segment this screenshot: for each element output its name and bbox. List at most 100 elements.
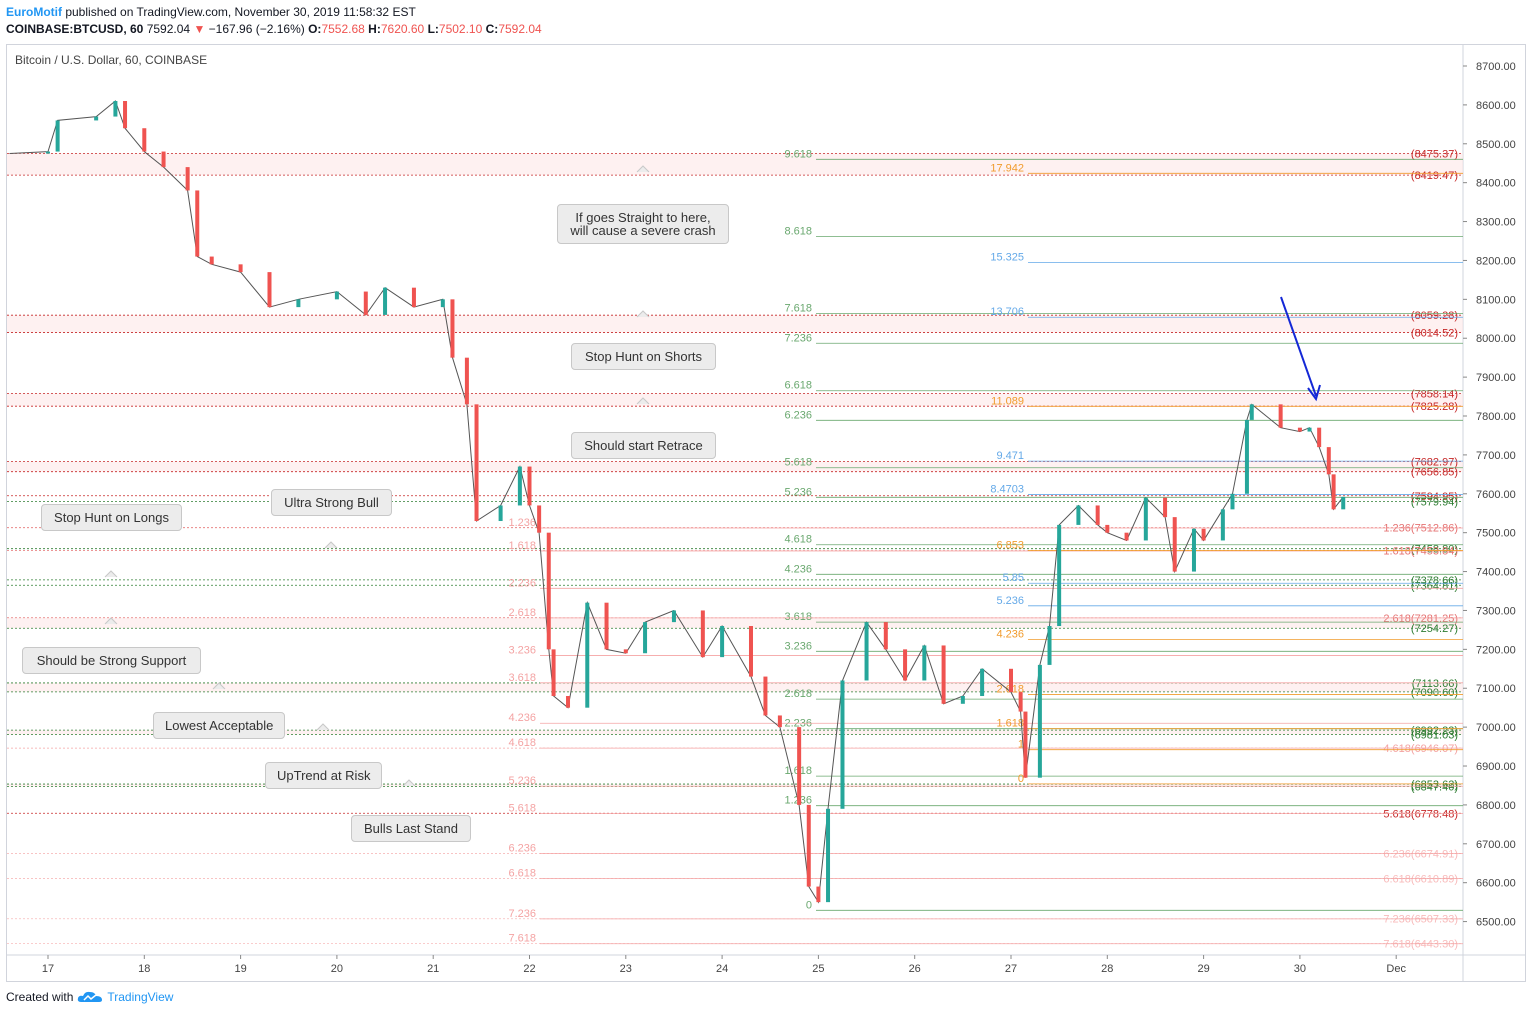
- level-label: 4.618(6946.07): [1383, 743, 1458, 755]
- fib-red-label: 5.618: [508, 802, 536, 814]
- level-label: (7825.28): [1411, 401, 1458, 413]
- fib-green-label: 7.236: [784, 332, 812, 344]
- candle: [161, 151, 166, 168]
- fib-green-label: 6.236: [784, 409, 812, 421]
- candle: [498, 505, 503, 522]
- candle: [1172, 517, 1177, 572]
- fib-red-label: 3.618: [508, 672, 536, 684]
- level-label: (7594.95): [1411, 491, 1458, 503]
- candle: [960, 696, 965, 704]
- candle: [1297, 427, 1302, 432]
- candle: [883, 622, 888, 650]
- chart-frame[interactable]: [6, 44, 1526, 982]
- fib-green-label: 3.618: [784, 611, 812, 623]
- candle: [517, 466, 522, 506]
- candle: [334, 291, 339, 300]
- fib-blue-label: 5.85: [1003, 572, 1024, 584]
- candle: [551, 649, 556, 697]
- callout-text: Ultra Strong Bull: [284, 495, 379, 510]
- candle: [1095, 505, 1100, 525]
- candle: [840, 680, 845, 809]
- level-band: [7, 617, 1463, 629]
- candle: [941, 645, 946, 704]
- y-tick-label: 7300.00: [1476, 605, 1516, 617]
- y-tick-label: 6600.00: [1476, 878, 1516, 890]
- candle: [1341, 496, 1346, 510]
- callout-strong-support[interactable]: Should be Strong Support: [22, 647, 201, 674]
- candle: [1244, 419, 1249, 494]
- candle: [1023, 711, 1028, 778]
- fib-orange-label: 17.942: [990, 162, 1024, 174]
- callout-text: Bulls Last Stand: [364, 821, 458, 836]
- callout-pointer: [104, 617, 118, 625]
- y-tick-label: 8600.00: [1476, 100, 1516, 112]
- fib-red-label: 6.618: [508, 867, 536, 879]
- candle: [1278, 404, 1283, 428]
- fib-blue-label: 15.325: [990, 251, 1024, 263]
- x-tick-label: 23: [620, 963, 632, 975]
- callout-pointer: [636, 165, 650, 173]
- fib-orange-label: 0: [1018, 773, 1024, 785]
- level-label: (6853.62): [1411, 779, 1458, 791]
- level-band: [7, 153, 1463, 176]
- publish-info: published on TradingView.com, November 3…: [62, 5, 416, 19]
- candle: [763, 676, 768, 716]
- level-label: (7364.81): [1411, 580, 1458, 592]
- symbol-label: COINBASE:BTCUSD, 60: [6, 22, 144, 36]
- candle: [1037, 664, 1042, 778]
- y-tick-label: 8400.00: [1476, 178, 1516, 190]
- fib-red-label: 2.236: [508, 577, 536, 589]
- x-tick-label: 26: [909, 963, 921, 975]
- candle: [55, 120, 60, 152]
- low-label: L:: [427, 22, 439, 36]
- level-label: 1.236(7512.86): [1383, 523, 1458, 535]
- candle: [527, 466, 532, 506]
- candle: [1057, 524, 1062, 627]
- open-label: O:: [308, 22, 322, 36]
- callout-bulls-last-stand[interactable]: Bulls Last Stand: [351, 815, 471, 842]
- author-link[interactable]: EuroMotif: [6, 5, 62, 19]
- callout-text: UpTrend at Risk: [277, 768, 371, 783]
- callout-start-retrace[interactable]: Should start Retrace: [571, 432, 716, 459]
- callout-pointer: [636, 397, 650, 405]
- level-label: 5.618(6778.48): [1383, 808, 1458, 820]
- level-band: [7, 393, 1463, 407]
- level-label: (6847.40): [1411, 781, 1458, 793]
- created-with-label: Created with: [6, 990, 74, 1004]
- y-tick-label: 8300.00: [1476, 217, 1516, 229]
- callout-severe-crash[interactable]: If goes Straight to here, will cause a s…: [557, 204, 729, 244]
- candle: [816, 886, 821, 903]
- fib-red-label: 7.618: [508, 933, 536, 945]
- candle: [903, 649, 908, 681]
- fib-green-label: 5.618: [784, 457, 812, 469]
- callout-stop-hunt-shorts[interactable]: Stop Hunt on Shorts: [571, 343, 716, 370]
- level-label: (7458.80): [1411, 544, 1458, 556]
- y-tick-label: 8500.00: [1476, 139, 1516, 151]
- fib-green-label: 8.618: [784, 225, 812, 237]
- fib-green-label: 4.618: [784, 534, 812, 546]
- tradingview-link[interactable]: TradingView: [107, 990, 174, 1004]
- candle: [209, 256, 214, 265]
- candle: [1331, 474, 1336, 510]
- level-label: (8475.37): [1411, 148, 1458, 160]
- high-label: H:: [368, 22, 381, 36]
- x-tick-label: 20: [331, 963, 343, 975]
- candle: [777, 715, 782, 728]
- tradingview-cloud-icon: [78, 991, 103, 1002]
- candle: [1124, 532, 1129, 541]
- callout-uptrend-at-risk[interactable]: UpTrend at Risk: [265, 762, 382, 789]
- callout-text: Lowest Acceptable: [165, 718, 274, 733]
- callout-stop-hunt-longs[interactable]: Stop Hunt on Longs: [41, 504, 182, 531]
- callout-ultra-strong-bull[interactable]: Ultra Strong Bull: [271, 489, 392, 516]
- footer: Created with TradingView: [6, 990, 173, 1004]
- fib-green-label: 2.236: [784, 718, 812, 730]
- candle: [1307, 427, 1312, 432]
- candle: [195, 190, 200, 257]
- y-tick-label: 7200.00: [1476, 644, 1516, 656]
- level-label: (7378.66): [1411, 575, 1458, 587]
- callout-lowest-acceptable[interactable]: Lowest Acceptable: [153, 712, 285, 739]
- candle: [700, 610, 705, 658]
- level-band: [7, 730, 1463, 735]
- candle: [604, 602, 609, 650]
